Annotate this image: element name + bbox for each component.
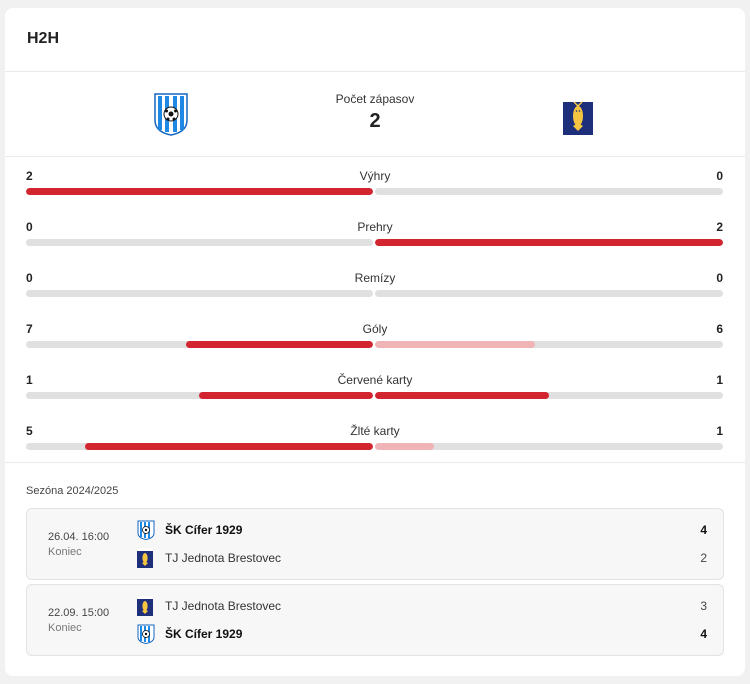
stat-home-bar [26, 239, 373, 246]
season-label: Sezóna 2024/2025 [26, 485, 119, 497]
match-card[interactable]: 26.04. 16:00 Koniec ŠK Cífer 1929 4 TJ Jedno… [26, 508, 724, 580]
stat-home-value: 0 [26, 220, 33, 234]
stat-away-fill [375, 443, 434, 450]
stat-home-value: 2 [26, 169, 33, 183]
team-score: 4 [700, 627, 707, 641]
divider [5, 462, 745, 463]
team-name: TJ Jednota Brestovec [165, 551, 282, 565]
match-status: Koniec [48, 546, 82, 558]
stat-away-value: 0 [716, 271, 723, 285]
match-team-row: ŠK Cífer 1929 4 [137, 520, 707, 541]
stat-away-bar [375, 239, 723, 246]
stat-row: 0 Prehry 2 [5, 208, 745, 259]
stat-row: 0 Remízy 0 [5, 259, 745, 310]
stat-row: 7 Góly 6 [5, 310, 745, 361]
stat-home-bar [26, 443, 373, 450]
stat-label: Prehry [357, 220, 393, 234]
stat-away-bar [375, 290, 723, 297]
stat-label: Výhry [359, 169, 391, 183]
team-score: 4 [700, 523, 707, 537]
stat-home-bar [26, 341, 373, 348]
stat-label: Góly [362, 322, 388, 336]
team-name: TJ Jednota Brestovec [165, 599, 282, 613]
cifer-crest-icon[interactable] [153, 92, 189, 141]
stat-home-fill [85, 443, 373, 450]
stat-away-value: 0 [716, 169, 723, 183]
stat-away-value: 2 [716, 220, 723, 234]
match-team-row: TJ Jednota Brestovec 2 [137, 548, 707, 568]
stat-home-bar [26, 392, 373, 399]
cifer-crest-icon [137, 624, 155, 649]
stat-row: 1 Červené karty 1 [5, 361, 745, 412]
stat-label: Červené karty [337, 373, 413, 387]
stat-away-fill [375, 341, 535, 348]
stat-label: Remízy [354, 271, 396, 285]
brestovec-crest-icon[interactable] [563, 97, 593, 140]
stat-home-value: 7 [26, 322, 33, 336]
stat-away-bar [375, 188, 723, 195]
match-date: 26.04. 16:00 [48, 531, 110, 543]
stat-away-value: 1 [716, 373, 723, 387]
team-name: ŠK Cífer 1929 [165, 627, 243, 641]
match-count-value: 2 [369, 110, 381, 132]
stat-home-fill [186, 341, 373, 348]
stat-away-bar [375, 392, 723, 399]
stat-home-value: 5 [26, 424, 33, 438]
stat-away-value: 6 [716, 322, 723, 336]
stat-home-bar [26, 188, 373, 195]
match-count-label: Počet zápasov [335, 92, 415, 106]
match-status: Koniec [48, 622, 82, 634]
team-name: ŠK Cífer 1929 [165, 523, 243, 537]
stat-label: Žlté karty [350, 424, 400, 438]
stat-away-fill [375, 392, 549, 399]
stat-home-bar [26, 290, 373, 297]
h2h-card: H2H Počet zápasov 2 [5, 8, 745, 676]
match-team-row: TJ Jednota Brestovec 3 [137, 596, 707, 616]
stat-home-fill [26, 188, 373, 195]
team-score: 2 [700, 551, 707, 565]
stat-away-fill [375, 239, 723, 246]
match-count-summary: Počet zápasov 2 [305, 92, 445, 133]
divider [5, 71, 745, 72]
stat-row: 5 Žlté karty 1 [5, 412, 745, 463]
stat-home-value: 0 [26, 271, 33, 285]
stat-away-value: 1 [716, 424, 723, 438]
match-team-row: ŠK Cífer 1929 4 [137, 624, 707, 645]
brestovec-crest-icon [137, 548, 153, 573]
match-date: 22.09. 15:00 [48, 607, 110, 619]
stat-away-bar [375, 443, 723, 450]
stat-away-bar [375, 341, 723, 348]
divider [5, 156, 745, 157]
brestovec-crest-icon [137, 596, 153, 621]
match-card[interactable]: 22.09. 15:00 Koniec TJ Jednota Brestovec 3 Š… [26, 584, 724, 656]
page-title: H2H [27, 30, 60, 47]
stat-home-fill [199, 392, 373, 399]
stat-home-value: 1 [26, 373, 33, 387]
cifer-crest-icon [137, 520, 155, 545]
team-score: 3 [700, 599, 707, 613]
stat-row: 2 Výhry 0 [5, 157, 745, 208]
